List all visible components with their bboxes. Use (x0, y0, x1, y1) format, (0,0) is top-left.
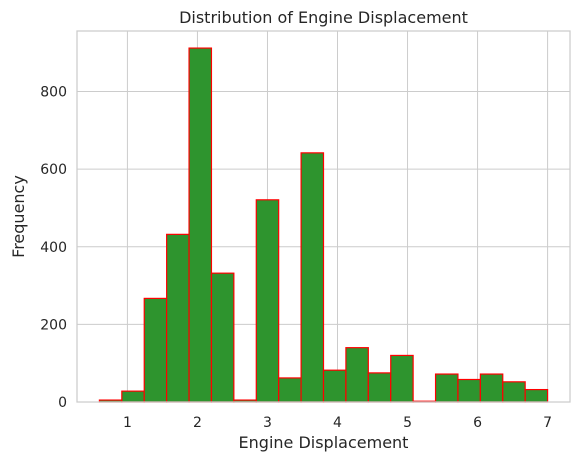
histogram-bar (188, 47, 213, 403)
histogram-bar (210, 272, 235, 403)
histogram-bar (255, 199, 280, 403)
x-tick-label: 6 (473, 415, 482, 431)
y-tick-label: 800 (40, 85, 67, 101)
x-tick-labels: 1 2 3 4 5 6 7 (123, 415, 552, 431)
y-axis-label: Frequency (9, 175, 28, 258)
y-tick-label: 0 (58, 395, 67, 411)
y-tick-label: 400 (40, 240, 67, 256)
x-tick-label: 3 (263, 415, 272, 431)
histogram-bar (502, 381, 526, 403)
bars (98, 47, 549, 403)
x-tick-label: 1 (123, 415, 132, 431)
histogram-bar (166, 233, 190, 403)
histogram-bar (367, 372, 392, 403)
histogram-bar (479, 373, 504, 403)
y-tick-label: 200 (40, 317, 67, 333)
histogram-bar (322, 369, 347, 403)
x-tick-label: 4 (333, 415, 342, 431)
histogram-bar (143, 297, 168, 403)
x-tick-label: 7 (543, 415, 552, 431)
histogram-bar (300, 152, 325, 403)
x-tick-label: 2 (193, 415, 202, 431)
plot-area-frame (76, 30, 571, 403)
x-tick-label: 5 (403, 415, 412, 431)
y-tick-label: 600 (40, 162, 67, 178)
histogram-bar (457, 378, 481, 403)
histogram-bar (434, 373, 459, 403)
histogram-bar (345, 347, 369, 403)
histogram-bar (390, 354, 414, 403)
histogram-bar (524, 388, 549, 403)
histogram-bar (278, 377, 302, 403)
x-axis-label: Engine Displacement (239, 433, 409, 452)
y-tick-labels: 0 200 400 600 800 (40, 85, 67, 411)
chart-title: Distribution of Engine Displacement (179, 8, 468, 27)
histogram-bar (121, 390, 145, 403)
